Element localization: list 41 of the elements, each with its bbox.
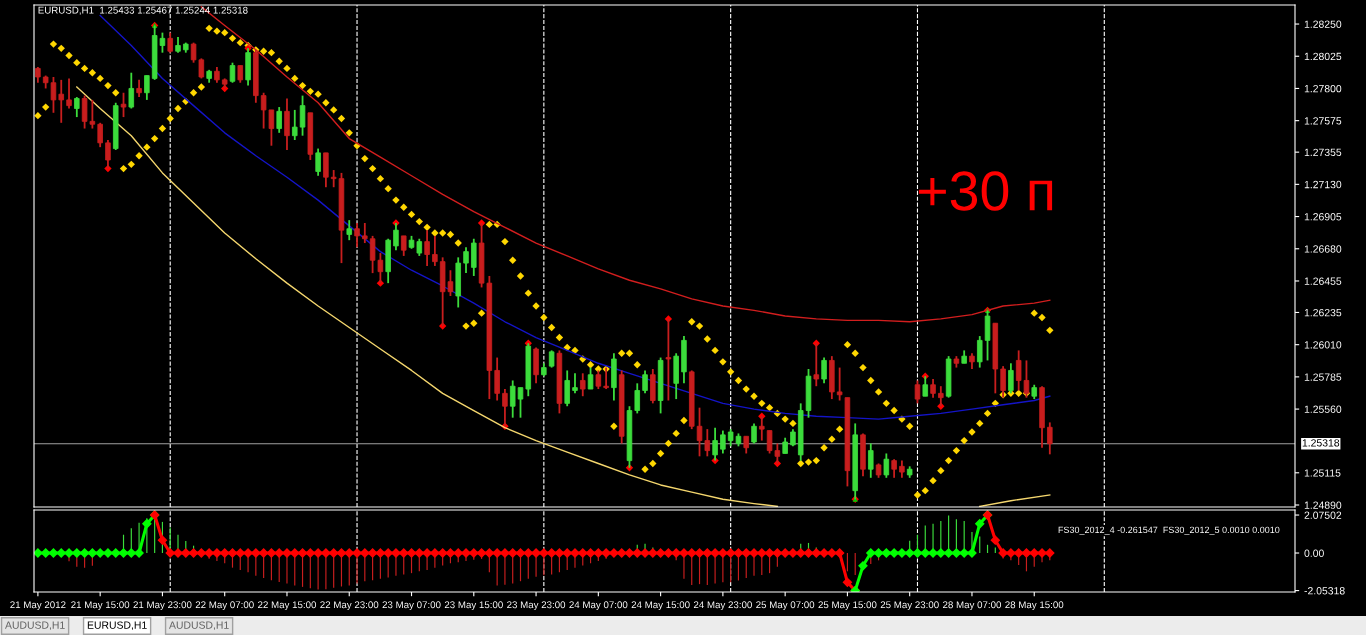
text: FS30_2012_4 -0.261547 FS30_2012_5 0.0010 0.0010 <box>1058 526 1280 535</box>
x-tick-label: 21 May 23:00 <box>133 601 192 611</box>
text: AUDUSD,H1 <box>5 621 65 631</box>
y-tick-label: 1.24890 <box>1304 501 1342 509</box>
y-tick-label: 1.27355 <box>1304 148 1342 157</box>
y-tick-label: 1.27800 <box>1304 84 1342 93</box>
x-tick-label: 25 May 15:00 <box>818 601 877 611</box>
x-tick-label: 25 May 07:00 <box>756 601 815 611</box>
text: AUDUSD,H1 <box>169 621 229 631</box>
x-tick-label: 22 May 07:00 <box>195 601 254 611</box>
x-tick-label: 21 May 2012 <box>10 601 66 611</box>
y-tick-label: 1.26010 <box>1304 341 1342 349</box>
y-tick-label: 0.00 <box>1304 549 1324 557</box>
x-tick-label: 25 May 23:00 <box>880 601 939 611</box>
y-tick-label: 2.07502 <box>1304 511 1342 519</box>
x-tick-label: 23 May 07:00 <box>382 601 441 611</box>
y-tick-label: 1.26455 <box>1304 277 1342 285</box>
x-tick-label: 23 May 15:00 <box>444 601 503 611</box>
annotation: +30 п <box>918 171 1053 211</box>
y-tick-label: 1.28025 <box>1304 52 1342 61</box>
y-tick-label: 1.26235 <box>1304 308 1342 317</box>
y-tick-label: -2.05318 <box>1304 587 1345 595</box>
y-tick-label: 1.25115 <box>1304 469 1341 477</box>
y-tick-label: 1.25560 <box>1304 405 1342 413</box>
y-tick-label: 1.28250 <box>1304 20 1342 28</box>
x-tick-label: 22 May 15:00 <box>258 601 317 611</box>
y-tick-label: 1.27575 <box>1304 117 1342 125</box>
y-tick-label: 1.26680 <box>1304 245 1342 253</box>
x-tick-label: 28 May 15:00 <box>1005 601 1064 611</box>
x-tick-label: 22 May 23:00 <box>320 601 379 611</box>
x-tick-label: 24 May 23:00 <box>693 601 752 611</box>
y-tick-label: 1.26905 <box>1304 213 1342 221</box>
x-tick-label: 23 May 23:00 <box>507 601 566 611</box>
y-tick-label: 1.25785 <box>1304 373 1342 381</box>
ref-line-label: 1.25318 <box>1302 439 1340 447</box>
x-tick-label: 21 May 15:00 <box>71 601 130 611</box>
y-tick-label: 1.27130 <box>1304 180 1342 189</box>
text: EURUSD,H1 <box>87 621 147 631</box>
x-tick-label: 28 May 07:00 <box>943 601 1002 611</box>
x-tick-label: 24 May 07:00 <box>569 601 628 611</box>
x-tick-label: 24 May 15:00 <box>631 601 690 611</box>
